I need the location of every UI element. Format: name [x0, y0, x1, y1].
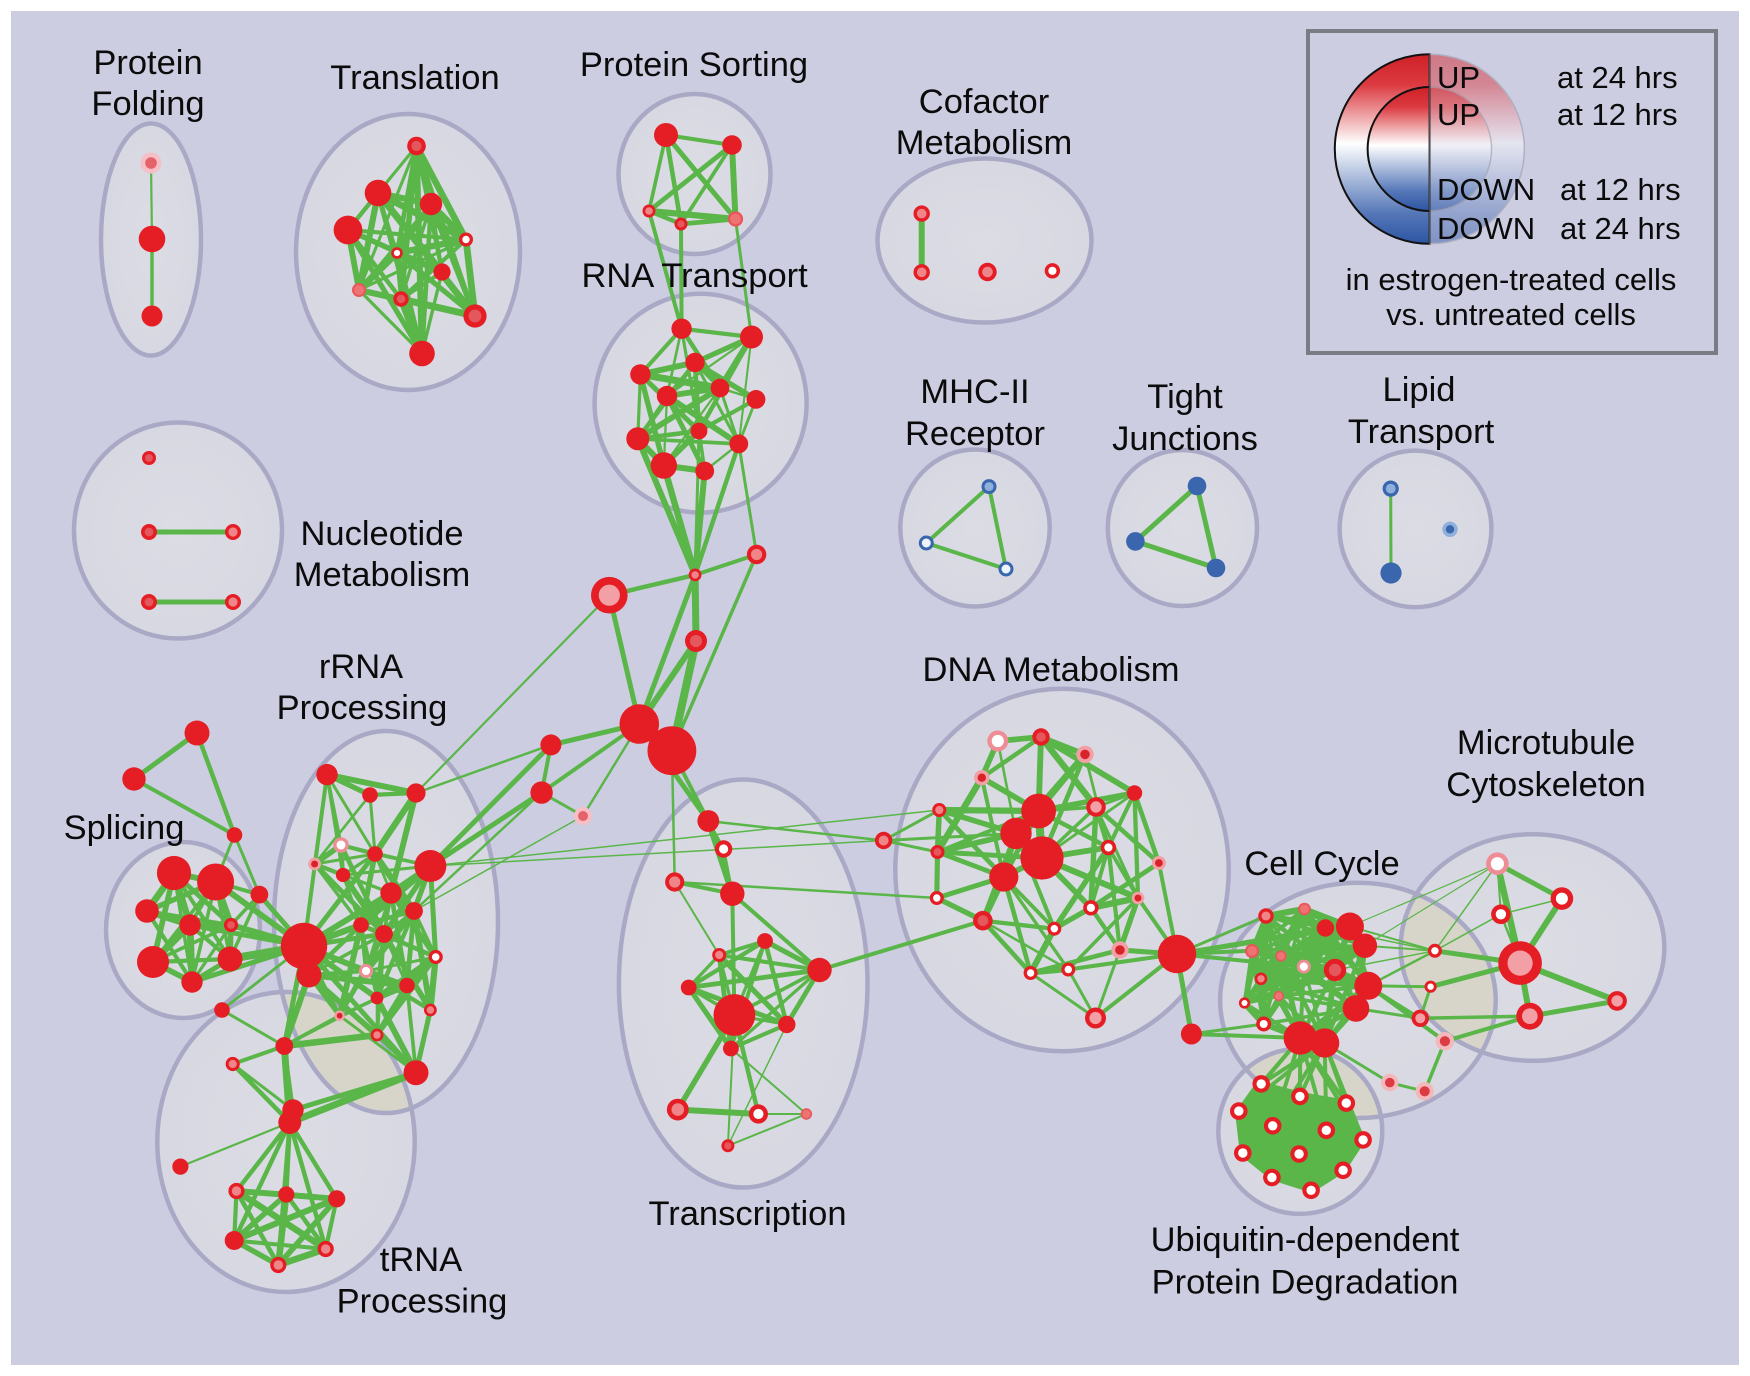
svg-text:MHC-II: MHC-II — [920, 373, 1029, 411]
svg-text:Nucleotide: Nucleotide — [300, 515, 463, 553]
svg-text:Receptor: Receptor — [905, 415, 1045, 453]
svg-text:at 24 hrs: at 24 hrs — [1560, 211, 1681, 246]
svg-text:DNA Metabolism: DNA Metabolism — [923, 651, 1180, 689]
svg-text:Cell Cycle: Cell Cycle — [1244, 845, 1399, 883]
svg-text:Folding: Folding — [91, 85, 204, 123]
svg-text:Metabolism: Metabolism — [294, 556, 470, 594]
svg-text:Protein: Protein — [93, 44, 202, 82]
svg-text:Protein Sorting: Protein Sorting — [580, 46, 808, 84]
svg-text:DOWN: DOWN — [1437, 172, 1535, 207]
svg-text:UP: UP — [1437, 60, 1480, 95]
svg-text:Processing: Processing — [337, 1283, 508, 1321]
svg-text:at 12 hrs: at 12 hrs — [1560, 172, 1681, 207]
svg-text:tRNA: tRNA — [380, 1241, 462, 1279]
svg-text:Metabolism: Metabolism — [896, 124, 1072, 162]
svg-text:Translation: Translation — [330, 59, 499, 97]
svg-text:rRNA: rRNA — [319, 648, 403, 686]
svg-text:Protein Degradation: Protein Degradation — [1152, 1264, 1459, 1302]
svg-text:RNA Transport: RNA Transport — [581, 257, 808, 295]
svg-text:Ubiquitin-dependent: Ubiquitin-dependent — [1151, 1221, 1460, 1259]
svg-text:Cofactor: Cofactor — [919, 83, 1049, 121]
svg-text:UP: UP — [1437, 97, 1480, 132]
svg-text:Cytoskeleton: Cytoskeleton — [1446, 766, 1645, 804]
svg-text:Tight: Tight — [1147, 378, 1223, 416]
svg-text:Splicing: Splicing — [64, 809, 185, 847]
svg-text:vs. untreated cells: vs. untreated cells — [1386, 297, 1636, 332]
svg-text:Transcription: Transcription — [648, 1195, 846, 1233]
svg-text:DOWN: DOWN — [1437, 211, 1535, 246]
svg-text:Processing: Processing — [277, 689, 448, 727]
svg-text:Transport: Transport — [1348, 413, 1495, 451]
svg-text:at 12 hrs: at 12 hrs — [1557, 97, 1678, 132]
svg-text:in estrogen-treated cells: in estrogen-treated cells — [1346, 262, 1677, 297]
svg-text:Junctions: Junctions — [1112, 420, 1258, 458]
svg-text:at 24 hrs: at 24 hrs — [1557, 60, 1678, 95]
svg-text:Microtubule: Microtubule — [1457, 724, 1635, 762]
svg-text:Lipid: Lipid — [1383, 371, 1456, 409]
